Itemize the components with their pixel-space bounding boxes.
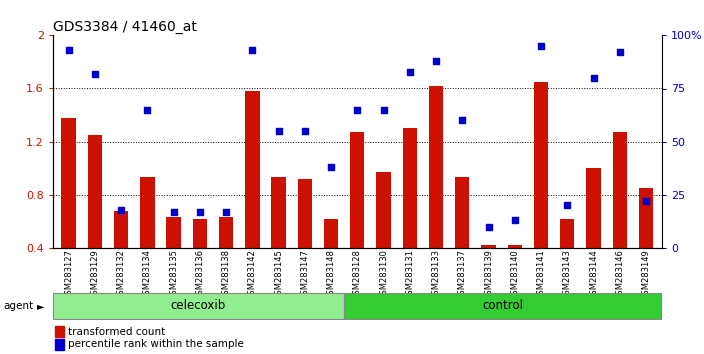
Bar: [114, 211, 128, 301]
Point: [430, 58, 441, 64]
Bar: [193, 218, 207, 301]
Point: [246, 47, 258, 53]
Bar: [429, 86, 444, 301]
Point: [273, 128, 284, 134]
FancyBboxPatch shape: [53, 293, 344, 319]
Point: [483, 224, 494, 229]
Bar: [140, 177, 154, 301]
FancyBboxPatch shape: [344, 293, 662, 319]
Bar: [534, 82, 548, 301]
Text: GDS3384 / 41460_at: GDS3384 / 41460_at: [53, 21, 196, 34]
Point: [535, 43, 546, 49]
Point: [614, 50, 625, 55]
Bar: [61, 118, 76, 301]
Bar: [219, 217, 233, 301]
Text: ►: ►: [37, 301, 44, 311]
Bar: [324, 218, 338, 301]
Point: [194, 209, 206, 215]
Bar: [639, 188, 653, 301]
Bar: [612, 132, 627, 301]
Bar: [586, 168, 601, 301]
Text: transformed count: transformed count: [68, 327, 165, 337]
Point: [89, 71, 101, 76]
Point: [562, 202, 573, 208]
Point: [325, 164, 337, 170]
Bar: [298, 179, 312, 301]
Point: [641, 198, 652, 204]
Text: celecoxib: celecoxib: [171, 299, 226, 312]
Point: [509, 217, 520, 223]
Bar: [508, 245, 522, 301]
Point: [457, 118, 468, 123]
Point: [220, 209, 232, 215]
Point: [142, 107, 153, 113]
Point: [404, 69, 415, 74]
Point: [378, 107, 389, 113]
Bar: [403, 128, 417, 301]
Bar: [482, 245, 496, 301]
Bar: [166, 217, 181, 301]
Bar: [271, 177, 286, 301]
Point: [115, 207, 127, 212]
Point: [299, 128, 310, 134]
Bar: [377, 172, 391, 301]
Text: percentile rank within the sample: percentile rank within the sample: [68, 339, 244, 349]
Bar: [87, 135, 102, 301]
Point: [168, 209, 180, 215]
Bar: [560, 218, 574, 301]
Point: [351, 107, 363, 113]
Text: agent: agent: [4, 301, 34, 311]
Point: [63, 47, 74, 53]
Bar: [455, 177, 470, 301]
Bar: [350, 132, 365, 301]
Bar: [245, 91, 260, 301]
Point: [588, 75, 599, 81]
Text: control: control: [482, 299, 523, 312]
